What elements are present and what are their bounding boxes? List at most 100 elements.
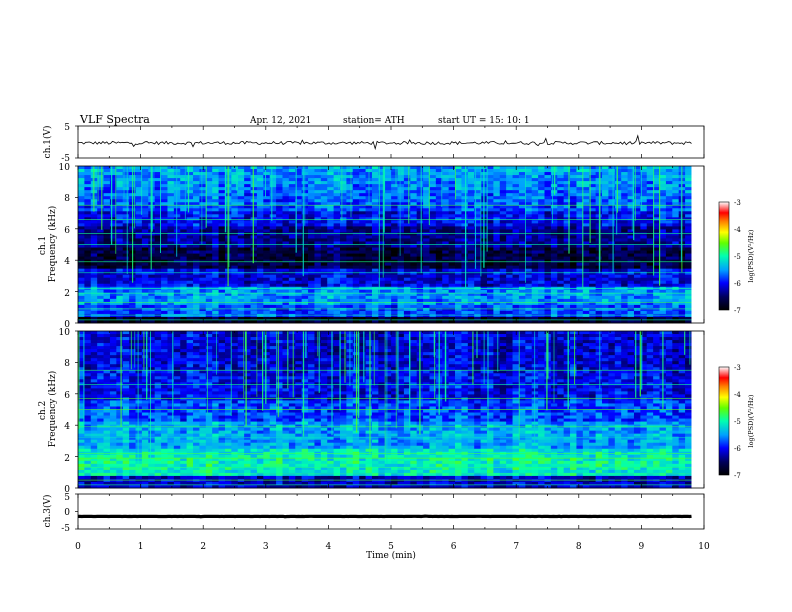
spectrogram-cell [359,313,366,318]
spectrogram-cell [256,244,264,248]
spectrogram-cell [199,172,207,176]
spectrogram-cell [486,229,494,233]
spectrogram-cell [602,313,609,318]
spectrogram-cell [563,247,571,251]
spectrogram-cell [589,295,597,300]
spectrogram-cell [499,316,507,321]
spectrogram-cell [403,169,411,173]
spectrogram-cell [525,256,533,260]
spectrogram-cell [263,172,271,176]
spectrogram-cell [384,205,392,209]
spectrogram-cell [397,259,405,264]
spectrogram-cell [352,298,360,303]
spectrogram-cell [97,190,104,194]
spectrogram-cell [435,214,443,218]
spectrogram-cell [423,289,430,294]
spectrogram-cell [563,178,571,182]
spectrogram-cell [135,232,143,236]
spectrogram-cell [435,220,443,224]
spectrogram-cell [301,229,309,233]
spectrogram-cell [659,256,667,260]
spectrogram-cell [544,247,552,251]
spectrogram-cell [256,247,264,251]
spectrogram-cell [384,184,392,188]
spectrogram-cell [423,319,430,324]
spectrogram-cell [231,298,239,303]
spectrogram-cell [288,187,296,191]
spectrogram-cell [518,235,526,239]
spectrogram-cell [410,241,418,245]
spectrogram-cell [550,214,558,218]
spectrogram-cell [218,238,226,242]
spectrogram-cell [333,301,341,306]
spectrogram-cell [403,259,411,264]
spectrogram-cell [480,304,488,309]
spectrogram-cell [218,253,226,257]
spectrogram-cell [384,196,392,200]
spectrogram-cell [244,265,251,270]
spectrogram-cell [167,250,175,254]
spectrogram-cell [410,283,418,288]
spectrogram-cell [244,301,251,306]
spectrogram-cell [186,220,194,224]
spectrogram-cell [308,205,315,209]
spectrogram-cell [193,277,200,282]
spectrogram-cell [442,280,450,285]
spectrogram-cell [371,175,379,179]
spectrogram-cell [308,220,315,224]
spectrogram-cell [295,229,303,233]
spectrogram-cell [544,304,552,309]
spectrogram-cell [640,169,648,173]
spectrogram-cell [512,184,520,188]
spectrogram-cell [78,250,85,254]
spectrogram-cell [435,292,443,297]
spectrogram-cell [186,298,194,303]
spectrogram-cell [263,307,271,312]
spectrogram-cell [518,169,526,173]
spectrogram-cell [614,184,622,188]
spectrogram-cell [256,232,264,236]
spectrogram-cell [602,259,609,264]
spectrogram-cell [205,277,213,282]
spectrogram-cell [288,181,296,185]
spectrogram-cell [269,313,277,318]
spectrogram-cell [397,265,405,270]
spectrogram-cell [474,196,481,200]
spectrogram-cell [141,181,149,185]
spectrogram-cell [109,193,117,197]
spectrogram-cell [173,316,181,321]
spectrogram-cell [627,235,635,239]
spectrogram-cell [371,181,379,185]
spectrogram-cell [608,235,616,239]
spectrogram-cell [423,307,430,312]
spectrogram-cell [659,310,667,315]
spectrogram-cell [320,244,328,248]
spectrogram-cell [397,244,405,248]
spectrogram-cell [378,265,386,270]
spectrogram-cell [109,283,117,288]
spectrogram-cell [314,223,322,227]
spectrogram-cell [199,271,207,276]
spectrogram-cell [212,211,219,215]
spectrogram-cell [378,304,386,309]
spectrogram-cell [295,292,303,297]
spectrogram-cell [282,199,290,203]
spectrogram-cell [320,280,328,285]
spectrogram-cell [352,232,360,236]
spectrogram-cell [474,253,481,257]
spectrogram-cell [499,262,507,267]
spectrogram-cell [340,304,347,309]
spectrogram-cell [455,316,462,321]
spectrogram-cell [627,262,635,267]
spectrogram-cell [531,172,539,176]
spectrogram-cell [608,262,616,267]
spectrogram-cell [435,313,443,318]
spectrogram-cell [154,265,162,270]
spectrogram-cell [512,172,520,176]
spectrogram-cell [448,220,456,224]
spectrogram-cell [435,166,443,170]
spectrogram-cell [391,244,398,248]
spectrogram-cell [659,178,667,182]
spectrogram-cell [423,172,430,176]
spectrogram-cell [84,199,92,203]
